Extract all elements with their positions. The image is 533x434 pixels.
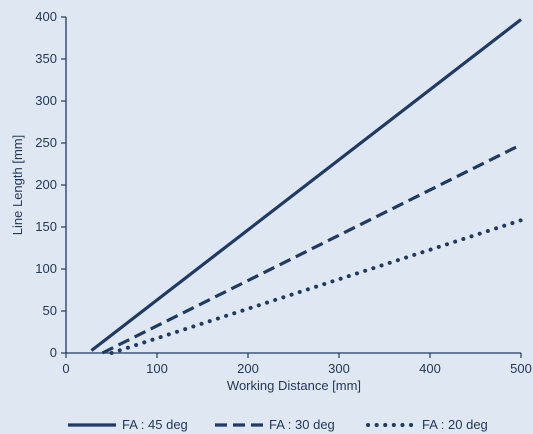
legend-label-2: FA : 30 deg — [269, 417, 335, 432]
y-tick-label: 350 — [35, 51, 57, 66]
series-line-2 — [101, 143, 522, 355]
y-tick-label: 0 — [50, 345, 57, 360]
x-tick-label: 300 — [328, 361, 350, 376]
legend: FA : 45 deg FA : 30 deg FA : 20 deg — [68, 417, 488, 432]
y-tick-label: 400 — [35, 9, 57, 24]
y-tick-label: 200 — [35, 177, 57, 192]
y-tick-label: 250 — [35, 135, 57, 150]
y-tick-label: 150 — [35, 219, 57, 234]
legend-label-3: FA : 20 deg — [422, 417, 488, 432]
y-tick-label: 300 — [35, 93, 57, 108]
y-tick-label: 100 — [35, 261, 57, 276]
plot-area: 0 50 100 150 200 250 300 350 400 0 100 200 300 400 500 — [35, 9, 532, 376]
x-tick-label: 100 — [146, 361, 168, 376]
x-tick-label: 0 — [62, 361, 69, 376]
series-line-3 — [109, 218, 523, 355]
y-tick-label: 50 — [43, 303, 57, 318]
x-tick-label: 400 — [419, 361, 441, 376]
x-tick-label: 500 — [510, 361, 532, 376]
x-axis-title: Working Distance [mm] — [227, 378, 361, 393]
series-line-1 — [90, 18, 522, 352]
x-tick-label: 200 — [237, 361, 259, 376]
legend-label-1: FA : 45 deg — [122, 417, 188, 432]
y-axis-title: Line Length [mm] — [10, 135, 25, 235]
